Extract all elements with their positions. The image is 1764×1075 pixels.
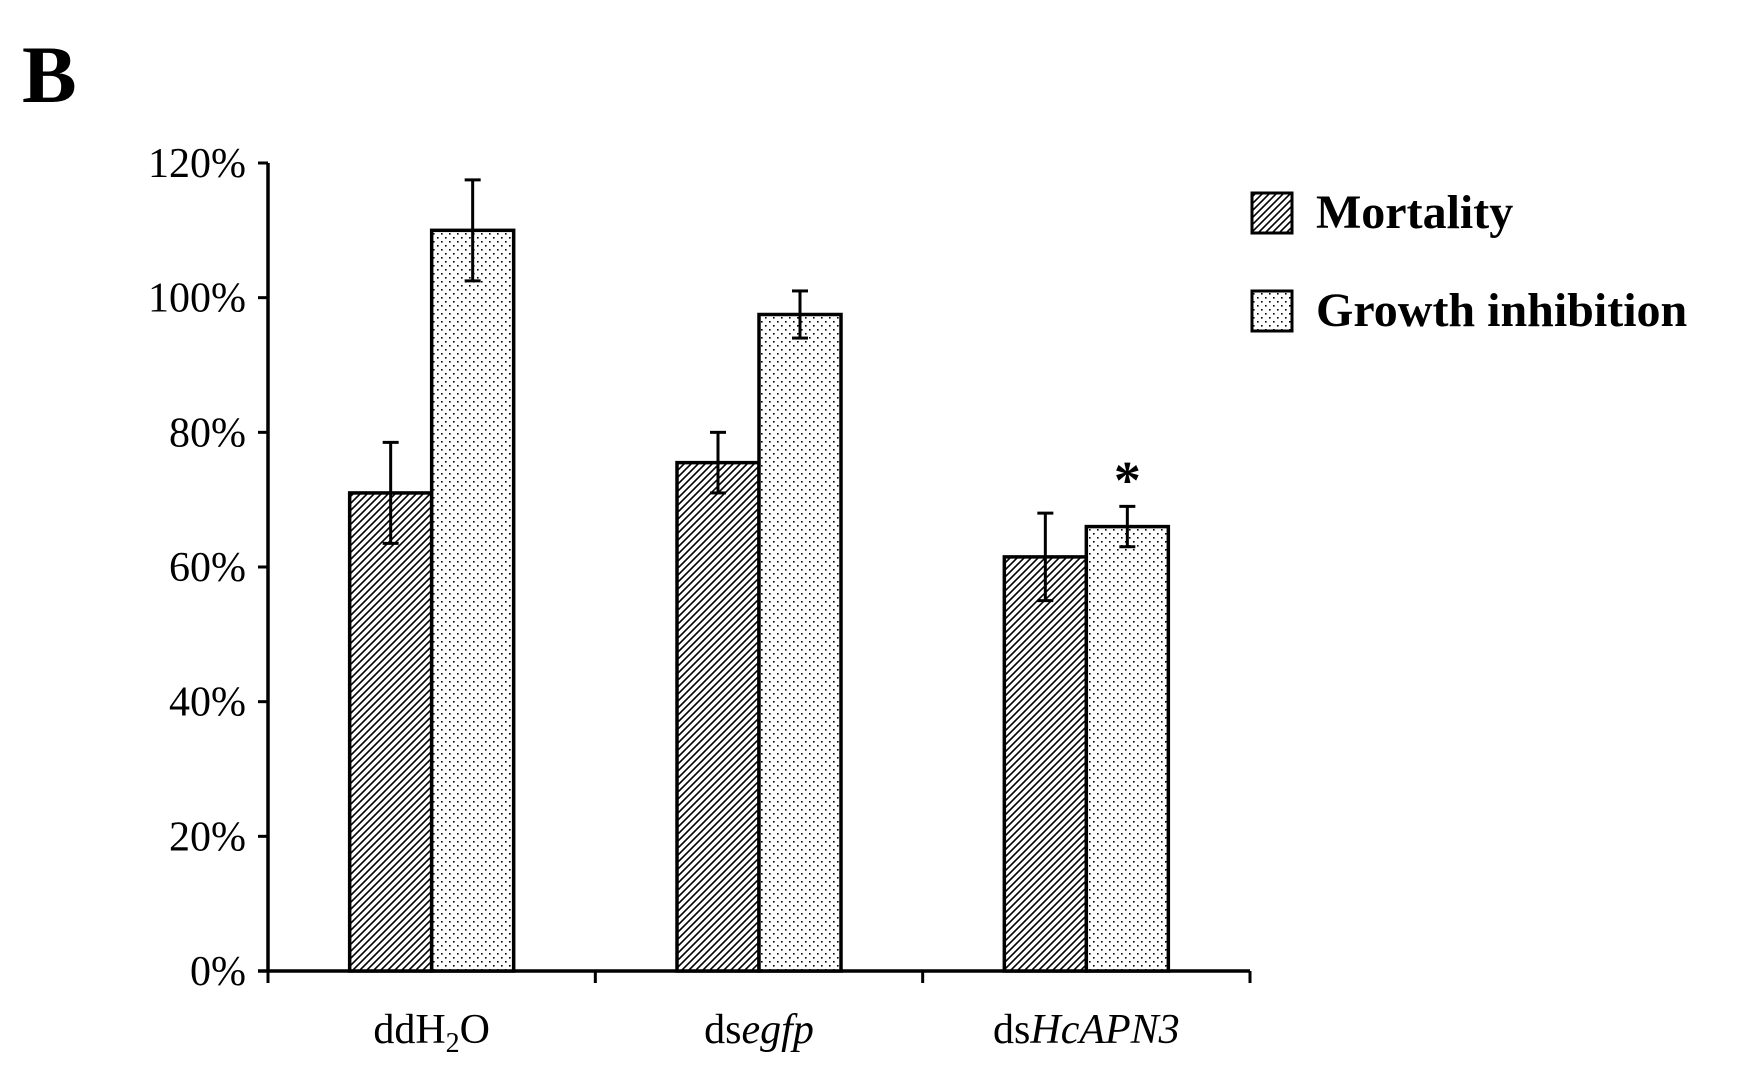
y-tick-label: 120% [148,141,246,187]
legend-label: Growth inhibition [1316,284,1687,337]
x-category-label: dsHcAPN3 [993,1007,1180,1053]
bar-mortality [675,460,761,973]
bar-growth-inhibition [757,312,843,973]
x-axis: ddH2O dsegfp dsHcAPN3 [258,969,1252,1059]
significance-asterisk: * [1114,450,1141,510]
x-category-label: dsegfp [704,1007,814,1053]
legend-swatch [1250,289,1294,333]
y-tick-label: 100% [148,276,246,322]
legend: Mortality Growth inhibition [1250,186,1687,337]
y-tick-label: 40% [169,680,246,726]
bar-growth-inhibition [429,228,516,973]
x-category-label: ddH2O [373,1007,490,1059]
y-tick-label: 60% [169,545,246,591]
bars [347,228,1171,973]
panel-label: B [22,29,77,120]
legend-swatch [1250,191,1294,235]
legend-label: Mortality [1316,186,1513,239]
bar-mortality [347,491,434,973]
bar-mortality [1002,555,1089,973]
error-bars [382,178,1136,603]
y-tick-label: 0% [190,949,246,995]
significance-markers: * [1114,450,1141,510]
y-axis: 0% 20% 40% 60% 80% 100% 120% [148,141,270,995]
y-tick-label: 20% [169,814,246,860]
y-tick-label: 80% [169,410,246,456]
bar-growth-inhibition [1084,524,1171,973]
